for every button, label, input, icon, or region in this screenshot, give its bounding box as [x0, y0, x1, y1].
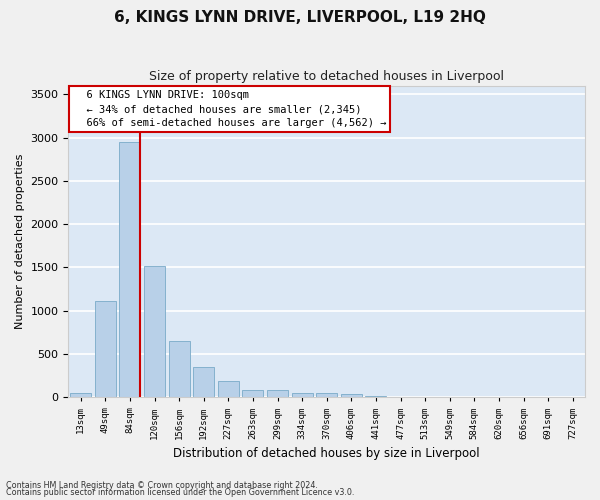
Text: Contains HM Land Registry data © Crown copyright and database right 2024.: Contains HM Land Registry data © Crown c… [6, 480, 318, 490]
Bar [144, 266, 165, 398]
Text: 6, KINGS LYNN DRIVE, LIVERPOOL, L19 2HQ: 6, KINGS LYNN DRIVE, LIVERPOOL, L19 2HQ [114, 10, 486, 25]
Title: Size of property relative to detached houses in Liverpool: Size of property relative to detached ho… [149, 70, 504, 83]
Bar [390, 396, 411, 398]
Bar [218, 381, 239, 398]
Bar [292, 392, 313, 398]
Bar [119, 142, 140, 398]
Bar [70, 393, 91, 398]
Bar [365, 396, 386, 398]
Y-axis label: Number of detached properties: Number of detached properties [15, 154, 25, 329]
Bar [267, 390, 288, 398]
Bar [242, 390, 263, 398]
Bar [341, 394, 362, 398]
Text: 6 KINGS LYNN DRIVE: 100sqm
  ← 34% of detached houses are smaller (2,345)
  66% : 6 KINGS LYNN DRIVE: 100sqm ← 34% of deta… [74, 90, 386, 128]
X-axis label: Distribution of detached houses by size in Liverpool: Distribution of detached houses by size … [173, 447, 480, 460]
Bar [169, 341, 190, 398]
Bar [193, 367, 214, 398]
Text: Contains public sector information licensed under the Open Government Licence v3: Contains public sector information licen… [6, 488, 355, 497]
Bar [316, 392, 337, 398]
Bar [95, 301, 116, 398]
